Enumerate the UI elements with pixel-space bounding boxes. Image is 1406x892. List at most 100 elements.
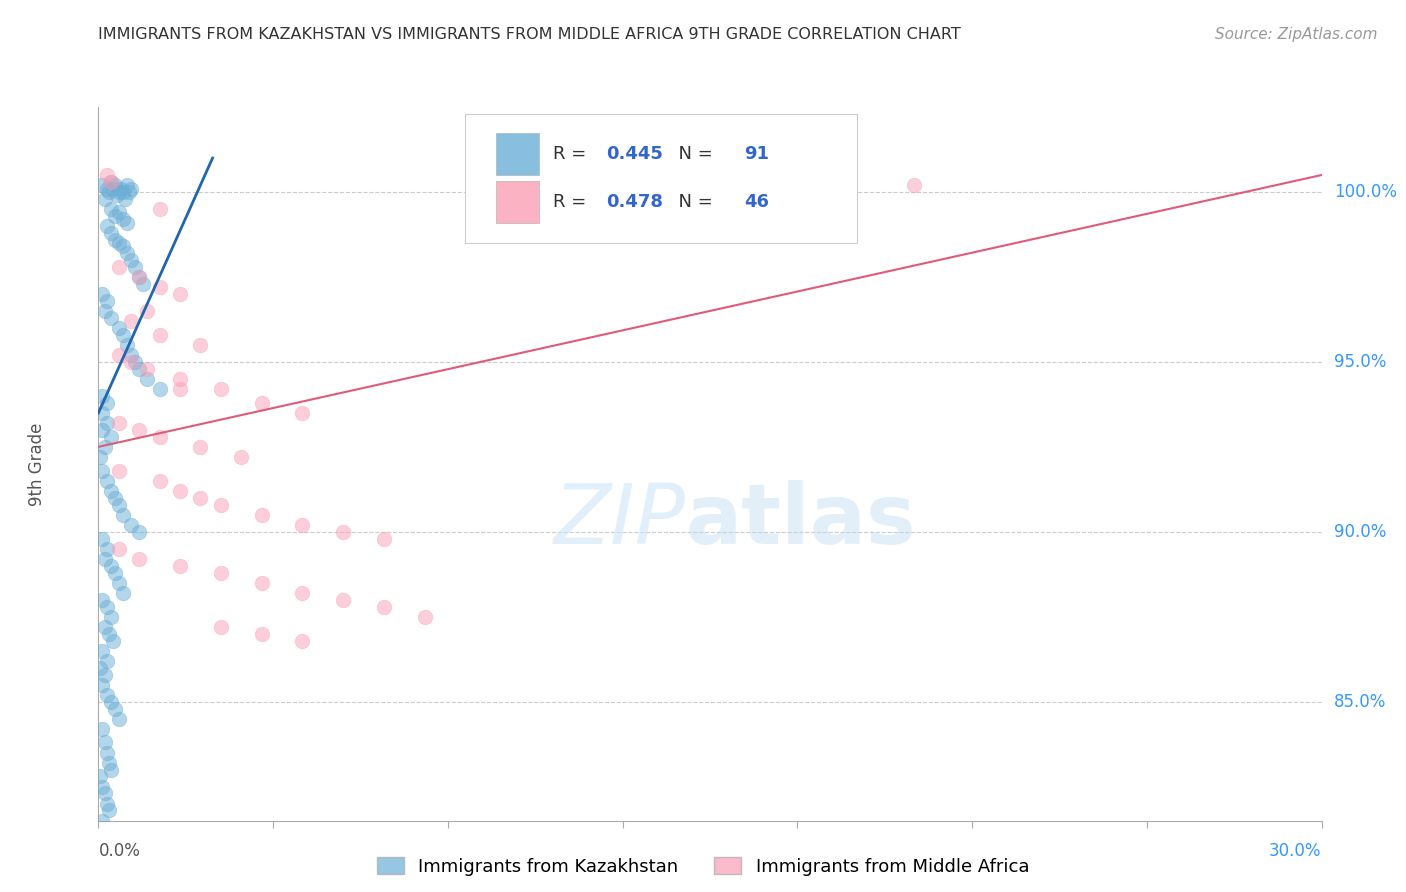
Point <box>128 269 150 284</box>
Point <box>91 389 114 403</box>
Point <box>108 235 131 250</box>
Point <box>91 722 114 736</box>
Point <box>128 552 150 566</box>
Point <box>115 178 138 193</box>
Point <box>96 474 118 488</box>
Point <box>104 566 127 580</box>
Point <box>104 209 127 223</box>
Point <box>93 440 115 454</box>
Point <box>124 260 146 274</box>
Point <box>124 355 146 369</box>
Point <box>108 541 131 556</box>
Point <box>169 483 191 498</box>
Point <box>97 756 120 770</box>
Point <box>96 541 118 556</box>
Point <box>91 780 114 794</box>
Text: 46: 46 <box>744 193 769 211</box>
Point <box>108 712 131 726</box>
Point <box>100 695 122 709</box>
Point <box>97 804 120 818</box>
Point <box>93 304 115 318</box>
Point <box>91 464 114 478</box>
Text: R =: R = <box>554 145 592 163</box>
Point <box>903 178 925 193</box>
Point <box>128 269 150 284</box>
Point <box>91 423 114 437</box>
Point <box>332 524 354 539</box>
Point <box>188 338 212 352</box>
Point <box>108 464 131 478</box>
Point <box>93 667 115 681</box>
Point <box>100 430 122 444</box>
Point <box>209 382 232 396</box>
Point <box>91 406 114 420</box>
Text: 30.0%: 30.0% <box>1270 842 1322 860</box>
Point <box>169 382 191 396</box>
Point <box>91 287 114 301</box>
Point <box>169 287 191 301</box>
Text: 0.445: 0.445 <box>606 145 664 163</box>
Point <box>91 592 114 607</box>
Text: R =: R = <box>554 193 592 211</box>
Point <box>96 416 118 430</box>
Point <box>120 355 142 369</box>
Point <box>100 763 122 777</box>
Text: 0.478: 0.478 <box>606 193 664 211</box>
Point <box>93 620 115 634</box>
Point <box>96 746 118 760</box>
Text: 90.0%: 90.0% <box>1334 523 1386 541</box>
Point <box>108 205 131 219</box>
Point <box>101 633 124 648</box>
Point <box>100 175 122 189</box>
Point <box>373 599 395 614</box>
Point <box>104 233 127 247</box>
Point <box>104 178 127 193</box>
Point <box>136 372 159 386</box>
Text: 91: 91 <box>744 145 769 163</box>
Point <box>250 575 273 590</box>
Point <box>101 181 124 195</box>
Point <box>128 423 150 437</box>
Point <box>100 483 122 498</box>
Point <box>291 586 314 600</box>
Point <box>97 185 120 199</box>
Point <box>169 558 191 573</box>
Point <box>291 406 314 420</box>
Point <box>149 474 172 488</box>
FancyBboxPatch shape <box>496 134 538 175</box>
Point <box>149 430 172 444</box>
Point <box>91 678 114 692</box>
Point <box>250 626 273 640</box>
Point <box>108 260 131 274</box>
Point <box>128 524 150 539</box>
Point <box>149 382 172 396</box>
Point <box>111 327 134 342</box>
Point <box>96 599 118 614</box>
Point <box>108 321 131 335</box>
Text: 95.0%: 95.0% <box>1334 353 1386 371</box>
Point <box>97 626 120 640</box>
Text: 85.0%: 85.0% <box>1334 693 1386 711</box>
Point <box>93 787 115 801</box>
Point <box>93 192 115 206</box>
Legend: Immigrants from Kazakhstan, Immigrants from Middle Africa: Immigrants from Kazakhstan, Immigrants f… <box>370 850 1036 883</box>
Point <box>132 277 155 291</box>
Point <box>89 450 111 464</box>
Point <box>120 181 142 195</box>
Text: 100.0%: 100.0% <box>1334 183 1398 201</box>
Point <box>120 348 142 362</box>
Point <box>100 175 122 189</box>
Point <box>108 498 131 512</box>
Point <box>332 592 354 607</box>
Point <box>111 508 134 522</box>
Point <box>104 701 127 715</box>
Point <box>291 633 314 648</box>
Text: ZIP: ZIP <box>554 481 686 561</box>
Point <box>413 609 436 624</box>
Point <box>111 212 134 227</box>
Point <box>291 518 314 533</box>
Point <box>115 338 138 352</box>
Point <box>250 508 273 522</box>
Text: 0.0%: 0.0% <box>98 842 141 860</box>
Point <box>93 735 115 749</box>
